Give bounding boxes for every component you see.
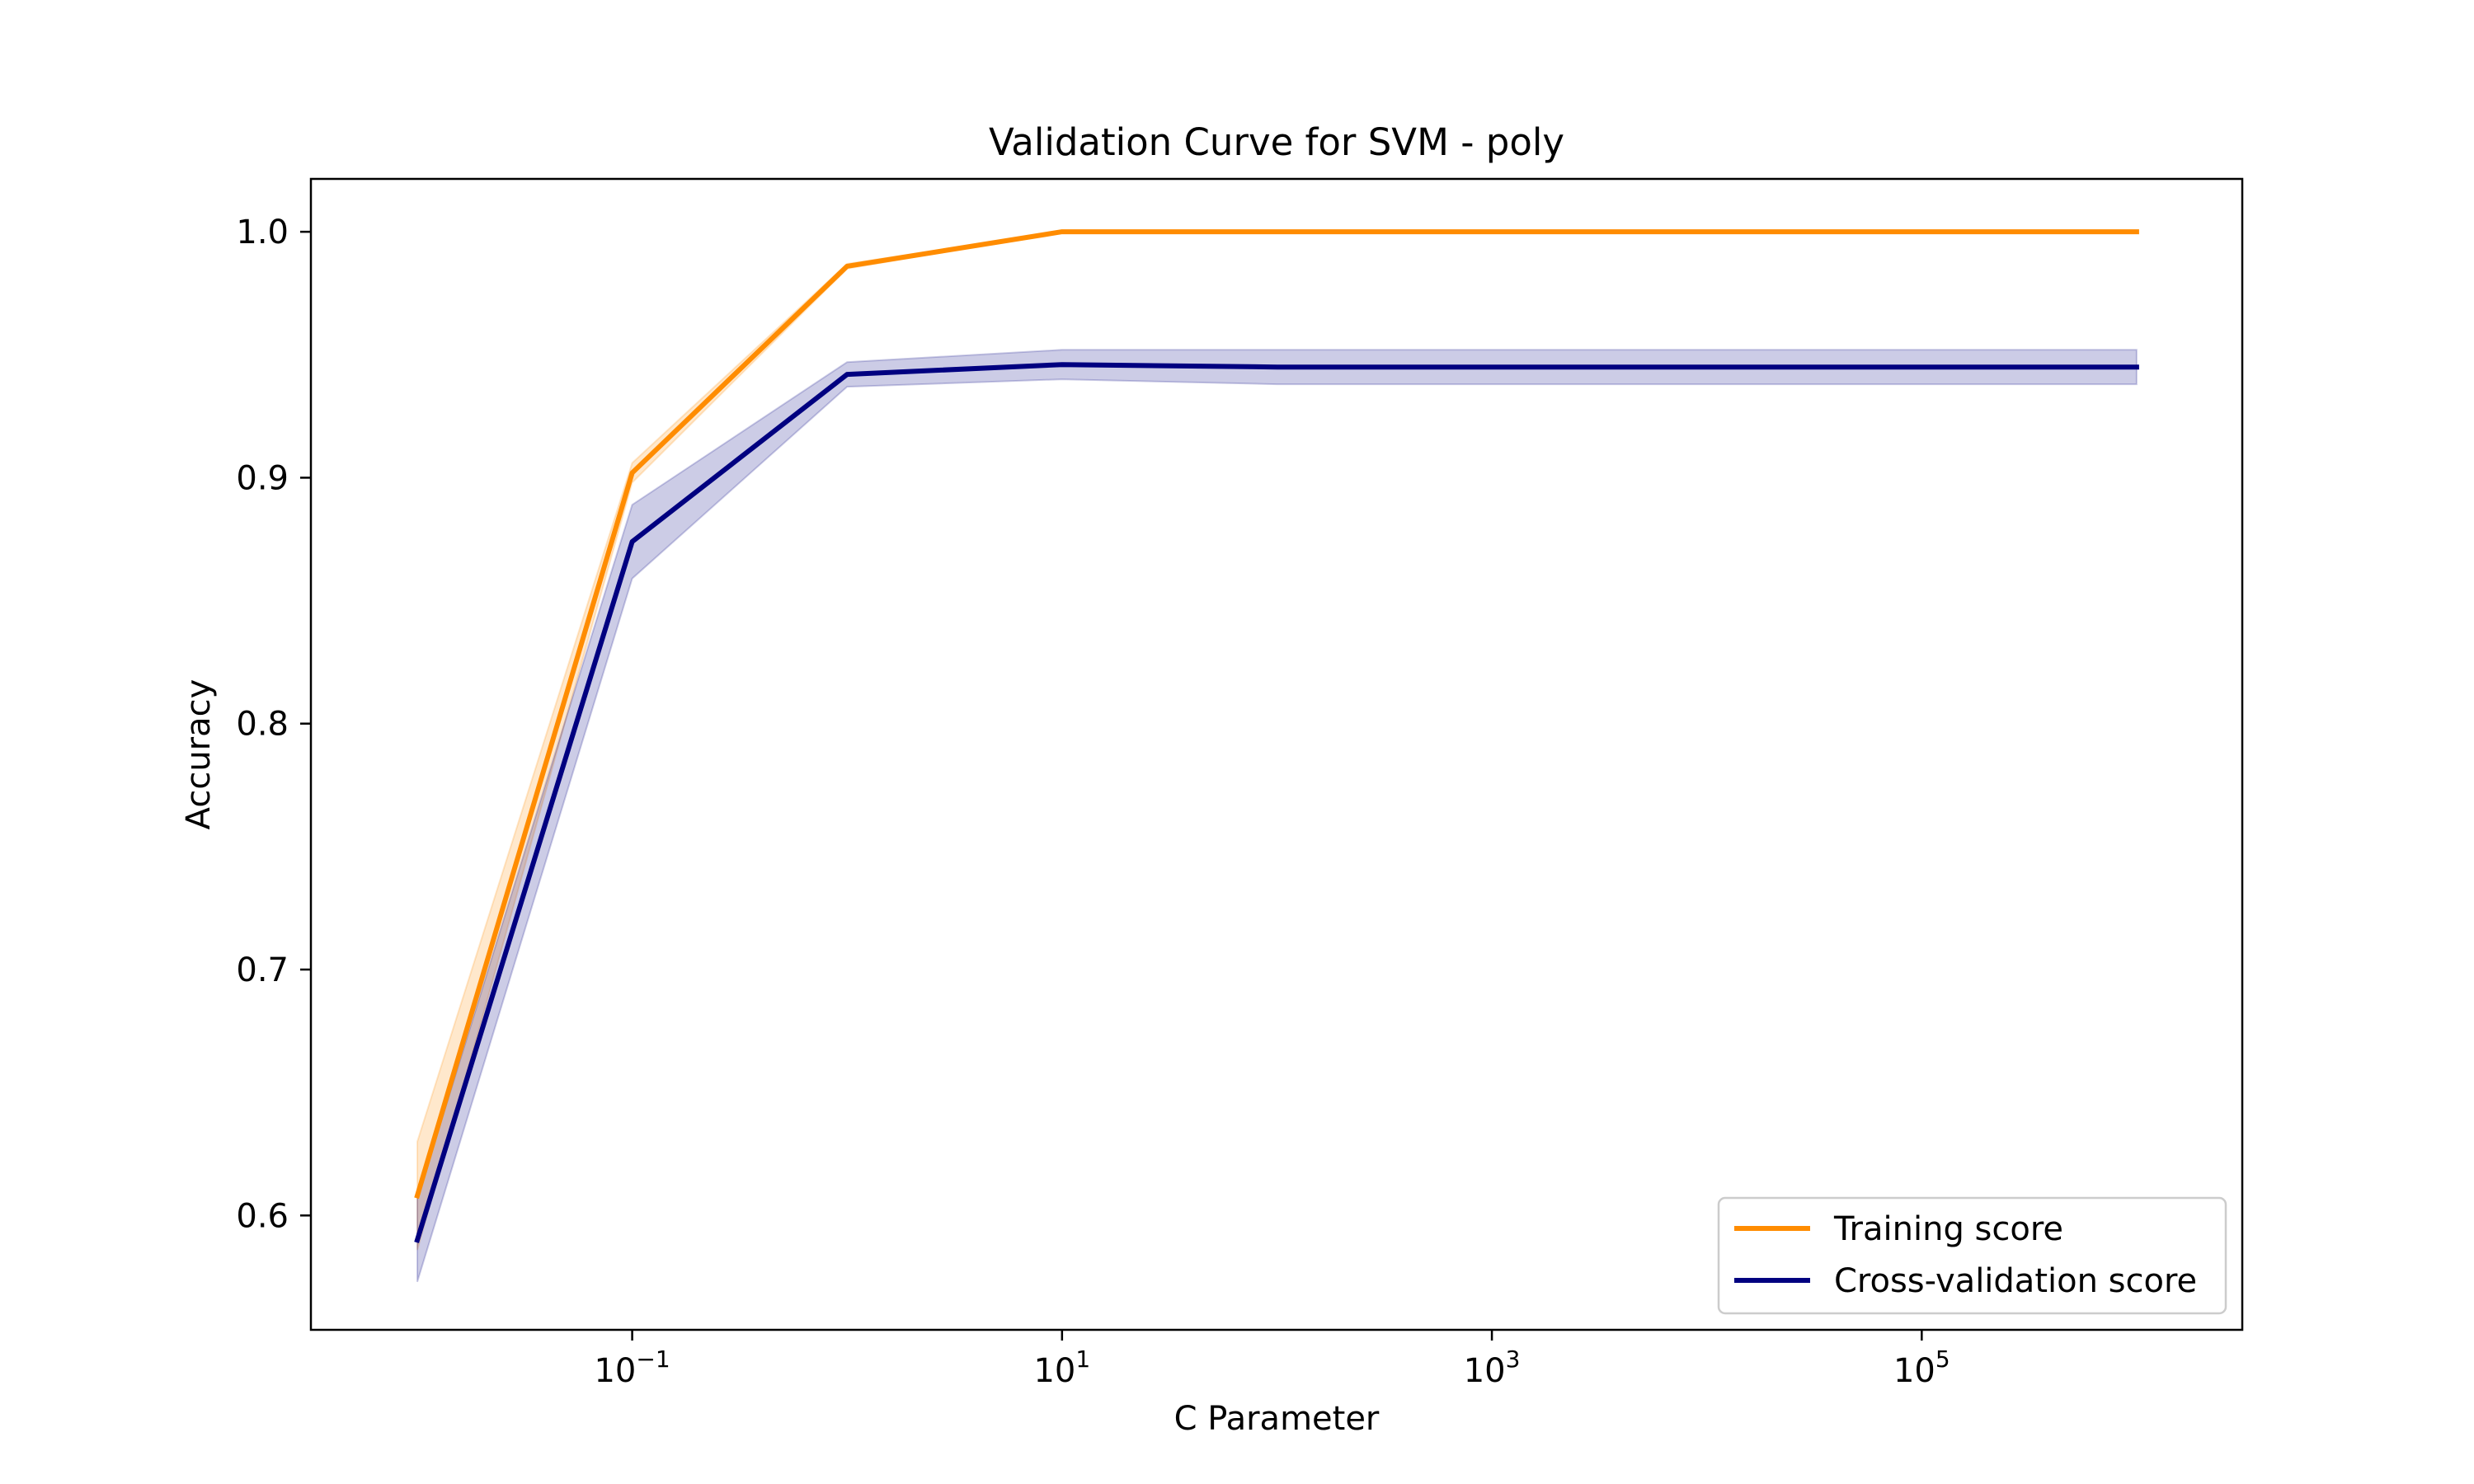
std-bands-layer [416, 231, 2138, 1283]
data-point-series-1-7 [1921, 366, 1922, 368]
series-line-0 [414, 229, 2139, 1200]
data-point-series-1-8 [2136, 366, 2138, 368]
series-lines-layer [414, 229, 2139, 1243]
x-tick-label: 103 [1464, 1345, 1521, 1390]
chart-legend: Training score Cross-validation score [1717, 1196, 2227, 1315]
data-point-series-1-1 [632, 541, 633, 542]
data-point-series-0-5 [1491, 231, 1493, 232]
legend-box [1717, 1196, 2227, 1315]
data-point-series-1-0 [416, 1239, 418, 1241]
data-point-series-1-3 [1061, 364, 1063, 365]
series-line-1 [414, 362, 2139, 1243]
data-point-series-1-5 [1491, 366, 1493, 368]
legend-label-series-1: Cross-validation score [1834, 1262, 2197, 1300]
data-point-series-0-7 [1921, 231, 1922, 232]
chart-title: Validation Curve for SVM - poly [989, 120, 1564, 164]
data-point-series-1-2 [846, 373, 848, 375]
x-axis-label: C Parameter [1174, 1400, 1380, 1438]
y-axis-ticks: 0.6 0.7 0.8 0.9 1.0 [236, 214, 311, 1235]
y-tick-label: 0.8 [236, 706, 289, 744]
legend-label-series-0: Training score [1833, 1210, 2063, 1248]
data-point-series-0-2 [846, 265, 848, 267]
x-tick-label: 10−1 [594, 1345, 670, 1390]
x-axis-ticks: 10−1 101 103 105 [594, 1330, 1950, 1390]
data-point-series-0-4 [1277, 231, 1278, 232]
x-tick-label: 105 [1893, 1345, 1950, 1390]
data-point-series-0-0 [416, 1195, 418, 1196]
plot-area-frame [309, 177, 2244, 1331]
x-tick-label: 101 [1033, 1345, 1090, 1390]
data-point-series-1-4 [1277, 366, 1278, 368]
data-point-series-0-8 [2136, 231, 2138, 232]
data-point-series-0-1 [632, 472, 633, 474]
y-tick-label: 0.7 [236, 951, 289, 989]
y-axis-label: Accuracy [180, 679, 218, 830]
data-point-series-0-3 [1061, 231, 1063, 232]
std-band-series-1 [416, 349, 2138, 1283]
y-tick-label: 0.9 [236, 459, 289, 497]
y-tick-label: 1.0 [236, 214, 289, 251]
y-tick-label: 0.6 [236, 1197, 289, 1235]
data-point-series-1-6 [1706, 366, 1708, 368]
data-point-series-0-6 [1706, 231, 1708, 232]
